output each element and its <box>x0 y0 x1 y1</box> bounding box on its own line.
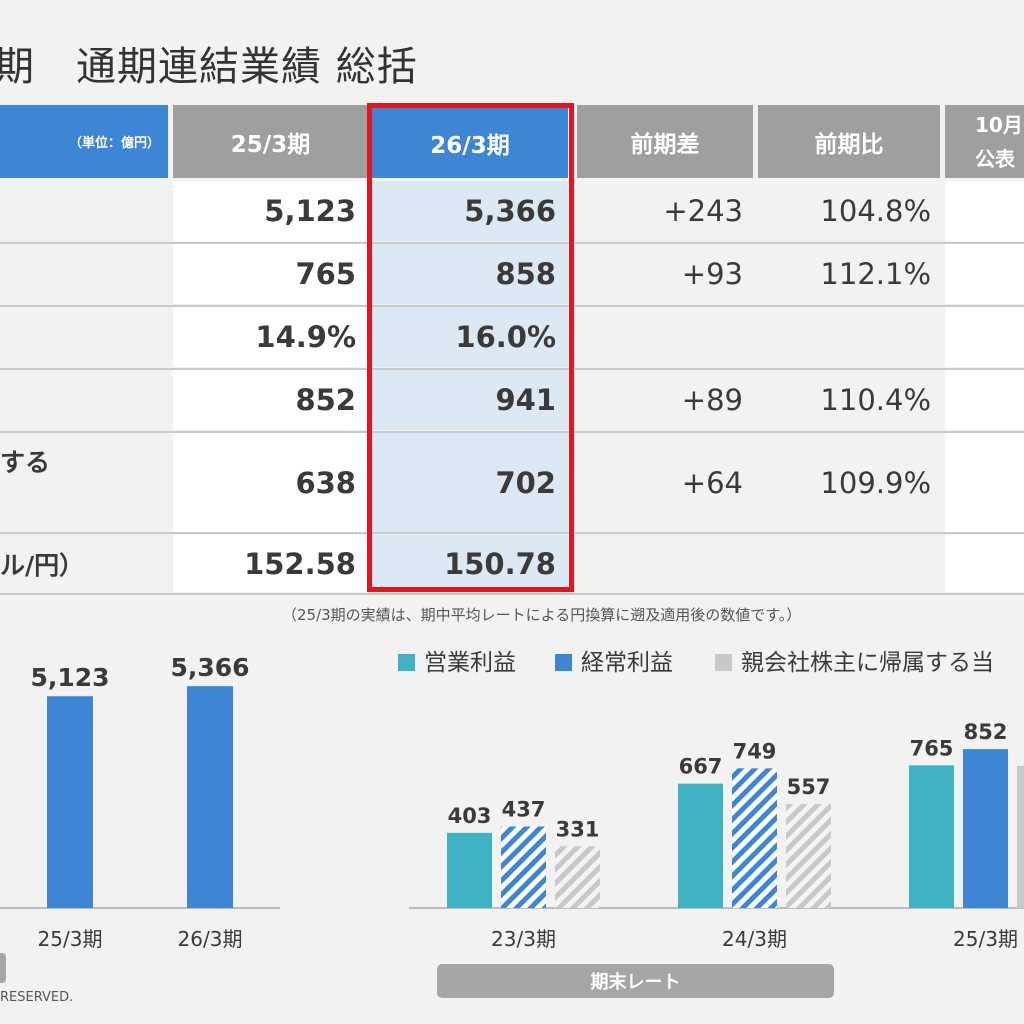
copyright: RESERVED. <box>0 990 74 1005</box>
sales-value-label: 5,123 <box>30 663 109 692</box>
legend-label: 営業利益 <box>424 650 516 676</box>
profit-category-label: 25/3期 <box>953 927 1018 951</box>
sales-category-label: 26/3期 <box>178 927 243 951</box>
row-divider <box>0 532 1024 534</box>
profit-bar <box>678 783 723 908</box>
header-ratio: 前期比 <box>758 105 940 178</box>
cell-diff <box>577 535 757 592</box>
cell-extra <box>945 244 1024 304</box>
cell-prev: 152.58 <box>173 535 368 592</box>
cell-prev: 5,123 <box>173 181 368 241</box>
cell-ratio: 104.8% <box>820 194 931 228</box>
row-label <box>0 244 168 304</box>
cell-diff: +64 <box>681 465 743 500</box>
cell-ratio: 109.9% <box>820 465 931 500</box>
header-prev: 25/3期 <box>173 105 368 178</box>
period-end-rate-pill: 期末レート <box>437 964 834 998</box>
header-diff: 前期差 <box>577 105 753 178</box>
unit-label: （単位：億円） <box>68 136 160 151</box>
row-divider <box>0 431 1024 433</box>
row-label <box>0 370 168 430</box>
cell-ratio: 112.1% <box>820 257 931 291</box>
row-label <box>0 307 168 367</box>
profit-category-label: 23/3期 <box>491 927 556 951</box>
profit-bar <box>501 826 546 908</box>
footnote: （25/3期の実績は、期中平均レートによる円換算に遡及適用後の数値です。） <box>282 606 802 624</box>
cell-curr: 702 <box>372 433 568 532</box>
row-label: ル/円） <box>0 550 85 580</box>
cell-diff: +93 <box>681 257 743 291</box>
cell-prev: 638 <box>173 433 368 532</box>
cell-diff <box>577 307 757 367</box>
cell-curr: 150.78 <box>372 535 568 592</box>
sales-bar-chart: 5,123 25/3期 5,366 26/3期 <box>0 653 280 951</box>
row-label <box>0 181 168 241</box>
cell-diff: +243 <box>663 194 743 228</box>
cell-extra <box>945 181 1024 241</box>
profit-bar <box>732 768 777 908</box>
profit-value-label: 852 <box>964 720 1008 744</box>
legend-swatch <box>398 654 415 671</box>
sales-value-label: 5,366 <box>170 653 249 682</box>
cell-extra <box>945 370 1024 430</box>
row-divider <box>0 305 1024 307</box>
cell-ratio <box>758 535 945 592</box>
profit-value-label: 331 <box>556 817 600 841</box>
cell-prev: 765 <box>173 244 368 304</box>
cell-diff: +89 <box>681 383 743 417</box>
page-title: 期 通期連結業績 総括 <box>0 44 418 90</box>
profit-bar-chart: 営業利益 経常利益 親会社株主に帰属する当 403 437 331 23/3期 667 749 5… <box>398 650 1024 951</box>
profit-value-label: 437 <box>502 797 546 821</box>
table-bottom-line <box>0 593 1024 595</box>
profit-value-label: 765 <box>910 736 954 760</box>
sales-category-label: 25/3期 <box>38 927 103 951</box>
header-extra: 10月 公表 <box>945 105 1024 178</box>
profit-value-label: 667 <box>679 755 723 779</box>
legend-swatch <box>555 654 572 671</box>
cell-extra <box>945 307 1024 367</box>
cell-ratio <box>758 307 945 367</box>
row-label: する <box>0 448 51 477</box>
header-curr: 26/3期 <box>372 108 568 178</box>
profit-bar <box>909 765 954 908</box>
profit-bar <box>786 804 831 908</box>
profit-value-label: 557 <box>787 775 831 799</box>
legend-swatch <box>715 654 732 671</box>
cell-curr: 941 <box>372 370 568 430</box>
cell-ratio: 110.4% <box>820 383 931 417</box>
header-extra-line1: 10月 <box>975 112 1023 137</box>
legend-label: 親会社株主に帰属する当 <box>741 650 994 676</box>
row-divider <box>0 242 1024 244</box>
sales-bar <box>187 686 233 908</box>
cell-curr: 858 <box>372 244 568 304</box>
row-divider <box>0 368 1024 370</box>
unit-header: （単位：億円） <box>0 105 168 178</box>
profit-bar <box>555 846 600 908</box>
cell-prev: 14.9% <box>173 307 368 367</box>
profit-value-label: 749 <box>733 739 777 763</box>
profit-bar <box>1017 766 1024 908</box>
cell-curr: 16.0% <box>372 307 568 367</box>
legend-label: 経常利益 <box>581 650 673 676</box>
left-pill <box>0 953 6 983</box>
cell-prev: 852 <box>173 370 368 430</box>
cell-extra <box>945 433 1024 532</box>
cell-curr: 5,366 <box>372 181 568 241</box>
profit-bar <box>963 749 1008 908</box>
sales-bar <box>47 696 93 908</box>
cell-extra <box>945 535 1024 592</box>
profit-value-label: 403 <box>448 804 492 828</box>
header-extra-line2: 公表 <box>975 146 1015 171</box>
profit-category-label: 24/3期 <box>722 927 787 951</box>
profit-bar <box>447 832 492 908</box>
